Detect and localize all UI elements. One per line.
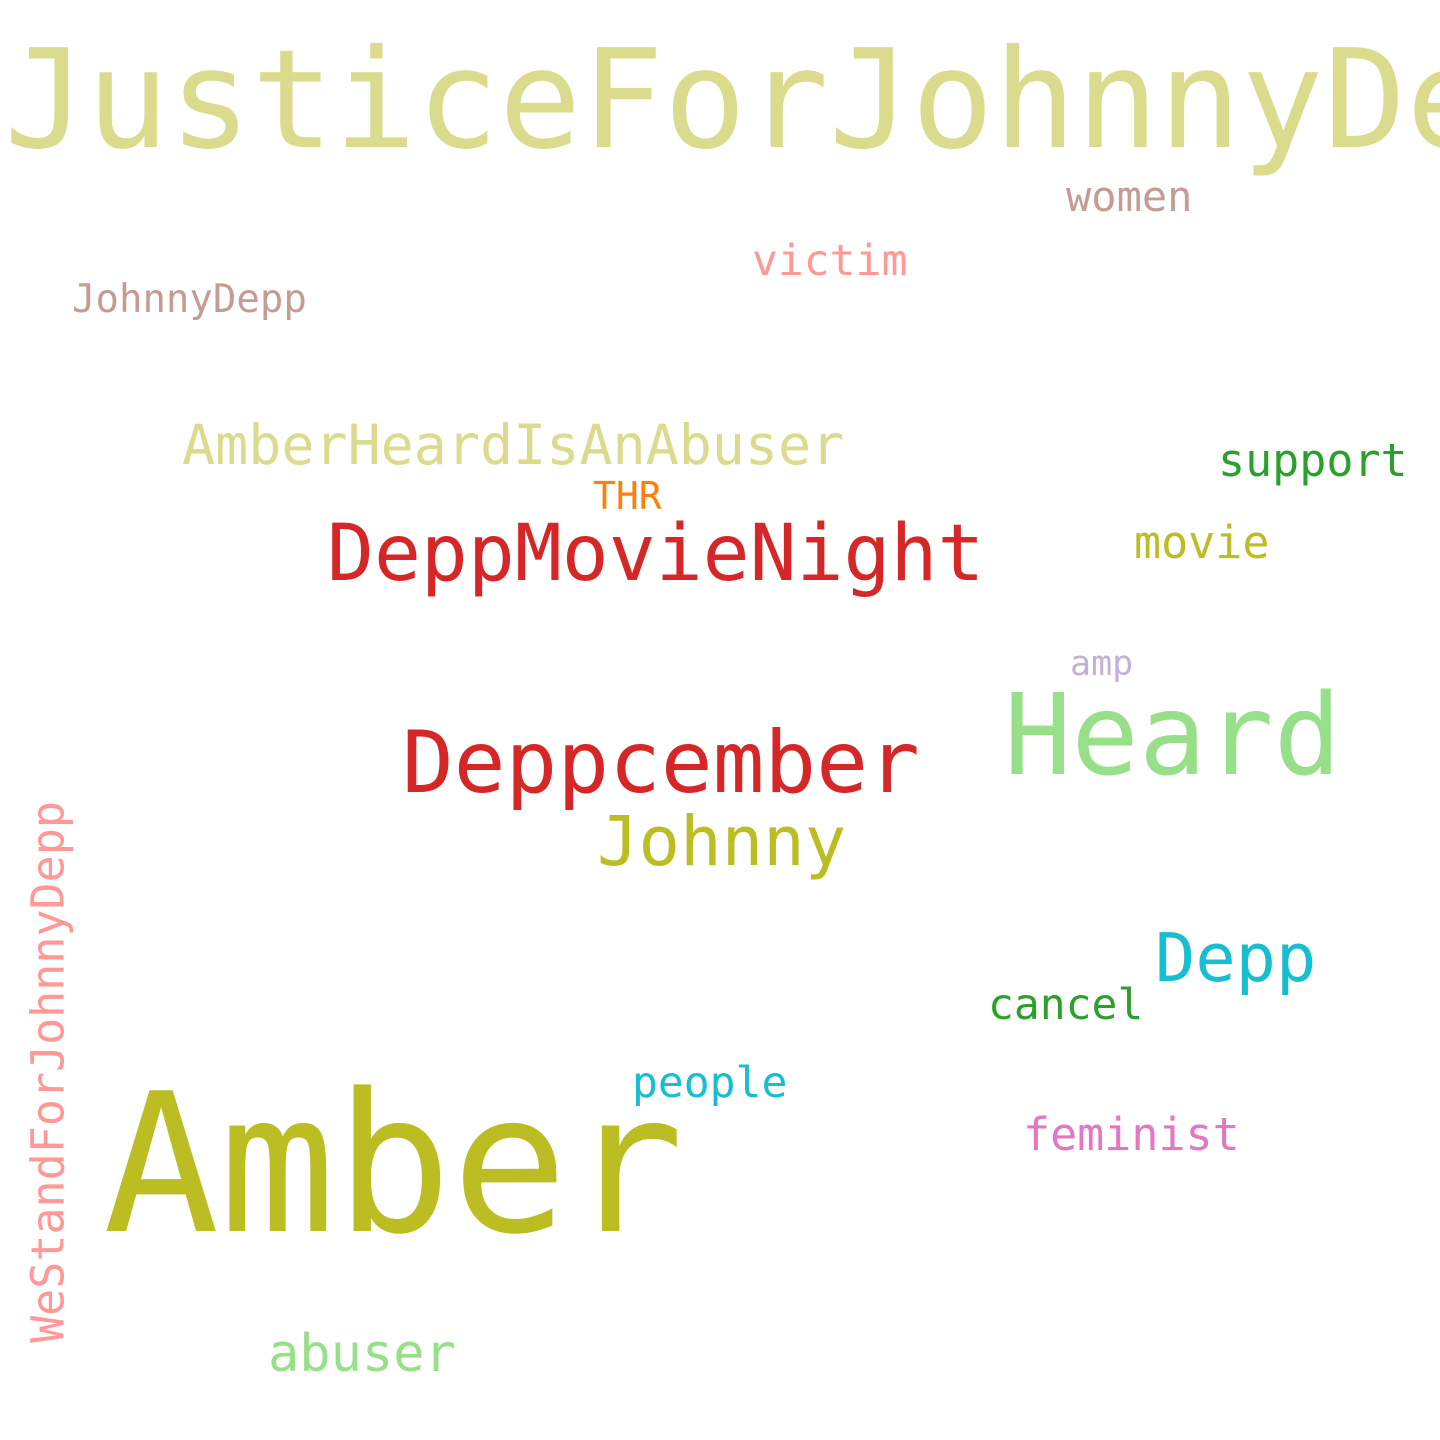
word-feminist: feminist	[1023, 1108, 1240, 1161]
word-thr: THR	[593, 474, 662, 518]
word-cancel: cancel	[988, 980, 1144, 1030]
word-heard: Heard	[1004, 671, 1342, 801]
word-support: support	[1218, 434, 1408, 487]
word-amber: Amber	[103, 1052, 684, 1277]
word-people: people	[632, 1058, 788, 1108]
word-deppcember: Deppcember	[402, 713, 920, 813]
word-deppmovienight: DeppMovieNight	[327, 509, 985, 599]
word-johnnydepp: JohnnyDepp	[72, 277, 307, 322]
word-women: women	[1066, 172, 1193, 221]
word-movie: movie	[1134, 516, 1270, 569]
word-amp: amp	[1070, 644, 1134, 684]
word-johnny: Johnny	[597, 802, 847, 882]
word-abuser: abuser	[268, 1324, 456, 1384]
word-depp: Depp	[1155, 919, 1317, 997]
word-justiceforjohnnydepp: JusticeForJohnnyDepp	[4, 21, 1440, 180]
word-victim: victim	[752, 236, 908, 286]
word-amberheardisanabuser: AmberHeardIsAnAbuser	[182, 413, 845, 477]
word-westandforjohnnydepp: WeStandForJohnnyDepp	[21, 801, 75, 1343]
